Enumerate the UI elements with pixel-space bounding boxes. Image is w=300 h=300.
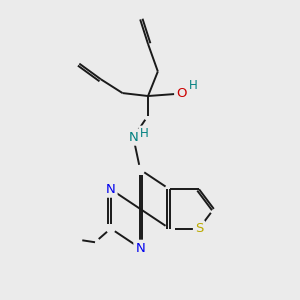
Text: H: H	[140, 127, 148, 140]
Text: N: N	[128, 131, 138, 144]
Text: N: N	[106, 183, 116, 196]
Text: N: N	[135, 242, 145, 255]
Text: H: H	[189, 79, 198, 92]
Text: S: S	[195, 222, 203, 235]
Text: O: O	[176, 87, 187, 100]
